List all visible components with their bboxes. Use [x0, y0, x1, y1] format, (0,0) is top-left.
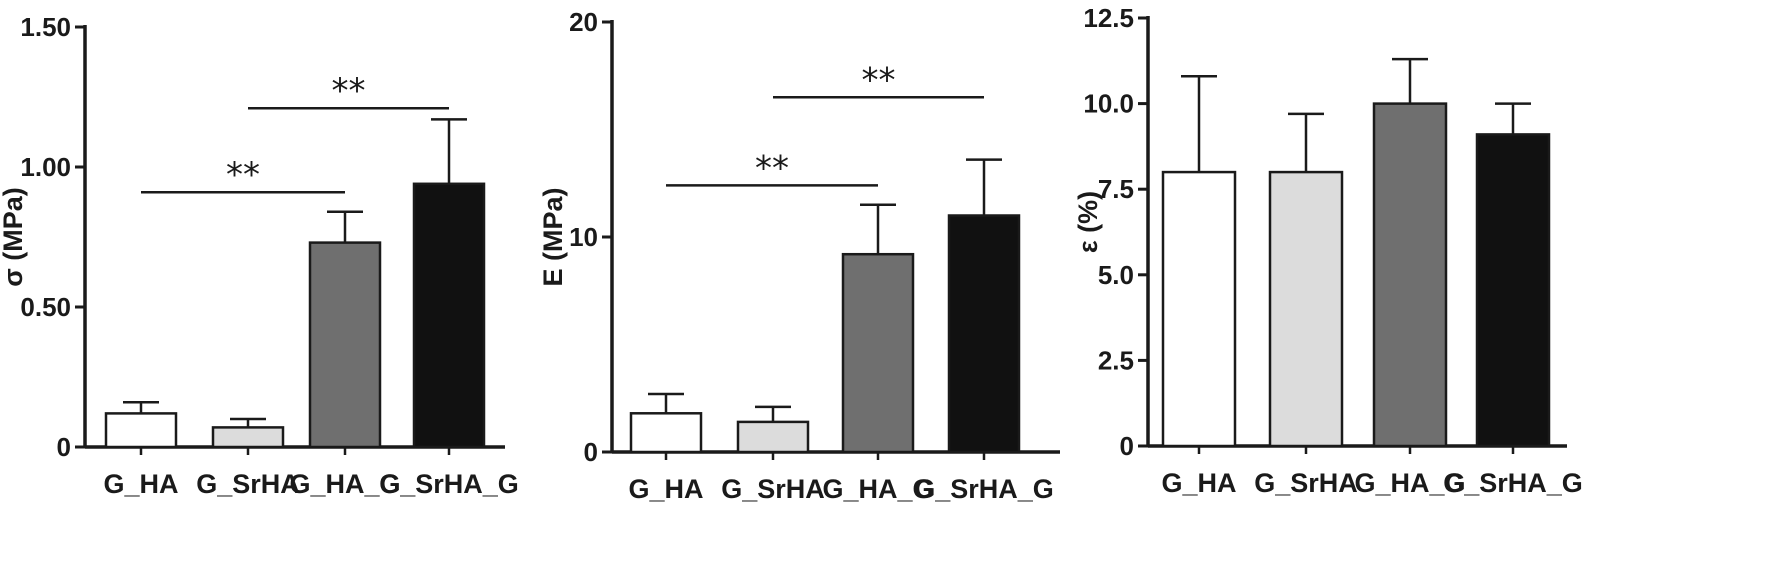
y-tick-label: 1.00 [20, 152, 71, 182]
x-tick-label: G_HA [103, 469, 178, 499]
x-tick-label: G_HA [1161, 468, 1236, 498]
y-tick-label: 0.50 [20, 292, 71, 322]
x-tick-label: G_HA_G [1354, 468, 1465, 498]
bar-g-srha [211, 426, 285, 449]
x-tick-label: G_HA_G [289, 469, 400, 499]
bar-g-srha-g [1475, 133, 1551, 448]
x-tick-label: G_HA [628, 474, 703, 504]
x-tick-label: G_SrHA_G [1443, 468, 1583, 498]
y-axis-title: E (MPa) [538, 187, 568, 286]
y-tick-label: 0 [1120, 431, 1134, 461]
bar-g-srha [736, 420, 810, 454]
significance-label: ** [755, 148, 789, 188]
bar-g-srha-g [947, 214, 1021, 454]
y-tick-label: 1.50 [20, 12, 71, 42]
bar-g-ha-g [1372, 102, 1448, 448]
significance-label: ** [226, 155, 260, 195]
x-tick-label: G_SrHA_G [914, 474, 1054, 504]
bar-g-ha-g [308, 241, 382, 449]
significance-label: ** [862, 60, 896, 100]
y-tick-label: 2.5 [1098, 345, 1134, 375]
chart-panel-3: 0 2.5 5.0 7.5 10.0 12.5 ε (%) G_HA G_SrHAG_HA_GG… [1073, 3, 1583, 498]
y-tick-label: 0 [57, 432, 71, 462]
x-tick-label: G_SrHA [196, 469, 300, 499]
y-tick-label: 10 [569, 222, 598, 252]
y-tick-label: 7.5 [1098, 174, 1134, 204]
y-tick-label: 10.0 [1083, 89, 1134, 119]
bar-g-ha [104, 412, 178, 449]
bar-g-srha [1268, 170, 1344, 448]
bar-g-srha-g [412, 182, 486, 449]
x-tick-label: G_SrHA_G [379, 469, 519, 499]
x-tick-label: G_HA_G [822, 474, 933, 504]
significance-label: ** [332, 71, 366, 111]
x-tick-label: G_SrHA [721, 474, 825, 504]
y-tick-label: 20 [569, 7, 598, 37]
y-tick-label: 12.5 [1083, 3, 1134, 33]
bar-g-ha [1161, 170, 1237, 448]
chart-panel-1: 0 0.50 1.00 1.50 σ (MPa) G_HA G_SrHAG_HA_GG_Sr… [0, 12, 519, 499]
y-tick-label: 5.0 [1098, 260, 1134, 290]
x-tick-label: G_SrHA [1254, 468, 1358, 498]
bar-g-ha [629, 412, 703, 454]
y-axis-title: ε (%) [1073, 191, 1103, 253]
y-tick-label: 0 [584, 437, 598, 467]
y-axis-title: σ (MPa) [0, 187, 28, 286]
bar-g-ha-g [841, 252, 915, 454]
